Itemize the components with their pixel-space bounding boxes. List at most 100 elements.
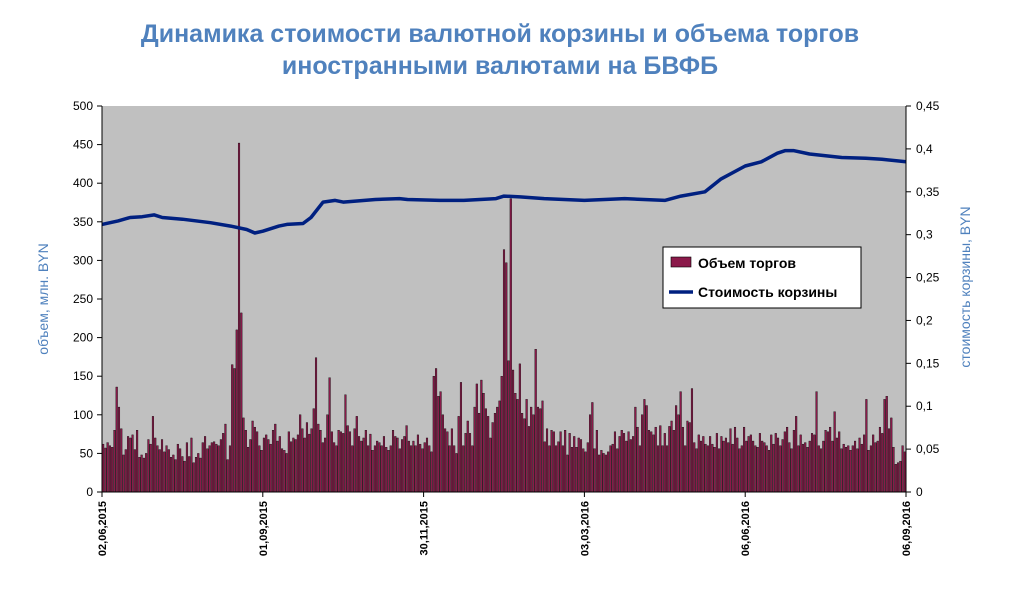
volume-bar [543, 441, 546, 493]
volume-bar [428, 445, 431, 493]
volume-bar [702, 436, 705, 493]
volume-bar [754, 445, 757, 493]
volume-bar [353, 428, 356, 493]
volume-bar [625, 440, 628, 493]
volume-bar [622, 433, 626, 493]
volume-bar [774, 433, 777, 493]
volume-bar [731, 443, 734, 493]
left-tick-label: 300 [73, 253, 93, 267]
volume-bar [317, 423, 320, 493]
volume-bar [403, 436, 406, 493]
volume-bar [407, 440, 410, 493]
volume-bar [681, 426, 684, 493]
volume-bar [512, 369, 515, 493]
volume-bar [541, 400, 544, 493]
volume-bar [321, 442, 324, 493]
volume-bar [688, 422, 691, 493]
volume-bar [468, 433, 472, 493]
volume-bar [493, 413, 496, 493]
volume-bar [330, 431, 333, 493]
right-tick-label: 0,35 [916, 185, 940, 199]
volume-bar [799, 434, 802, 493]
volume-bar [548, 445, 551, 493]
volume-bar [575, 447, 578, 493]
volume-bar [607, 451, 610, 493]
volume-bar [634, 406, 637, 493]
volume-bar [487, 416, 490, 493]
volume-bar [502, 249, 506, 493]
x-tick-label: 30,11,2015 [419, 501, 431, 555]
volume-bar [104, 447, 107, 493]
volume-bar [872, 434, 875, 493]
chart-title-line-1: Динамика стоимости валютной корзины и об… [140, 20, 860, 48]
volume-bar [579, 439, 583, 493]
volume-bar [437, 396, 440, 493]
x-tick-label: 01,09,2015 [258, 501, 270, 556]
volume-bar [367, 445, 370, 493]
volume-bar [514, 393, 517, 493]
volume-bar [564, 430, 567, 493]
volume-bar [632, 436, 635, 493]
volume-bar [500, 376, 503, 493]
volume-bar [430, 451, 433, 493]
left-tick-label: 200 [73, 331, 93, 345]
volume-bar [235, 329, 238, 493]
volume-bar [709, 436, 712, 493]
volume-bar [806, 447, 809, 493]
volume-bar [305, 422, 308, 493]
volume-bar [686, 420, 689, 493]
volume-bar [752, 440, 755, 493]
volume-bar [113, 430, 116, 493]
volume-bar [881, 433, 884, 493]
volume-bar [738, 448, 741, 493]
volume-bar [308, 433, 311, 493]
volume-bar [127, 436, 130, 493]
volume-bar [222, 433, 225, 493]
volume-bar [860, 443, 863, 493]
volume-bar [690, 388, 694, 493]
volume-bar [102, 443, 105, 493]
volume-bar [869, 445, 872, 493]
volume-bar [736, 437, 739, 493]
volume-bar [251, 420, 254, 493]
volume-bar [151, 416, 154, 493]
volume-bar [584, 451, 587, 493]
volume-bar [684, 445, 687, 493]
volume-bar [233, 368, 236, 493]
volume-bar [829, 426, 832, 493]
volume-bar [706, 445, 709, 493]
volume-bar [817, 445, 820, 493]
volume-bar [654, 426, 657, 493]
right-tick-label: 0 [916, 485, 923, 499]
volume-bar [666, 445, 669, 493]
volume-bar [215, 443, 218, 493]
volume-bar [160, 439, 164, 493]
left-tick-label: 350 [73, 215, 93, 229]
right-tick-label: 0,1 [916, 399, 933, 413]
volume-bar [172, 454, 175, 493]
volume-bar [788, 442, 791, 493]
volume-bar [183, 460, 186, 493]
volume-bar [201, 442, 204, 493]
volume-bar [767, 450, 771, 493]
volume-bar [539, 408, 542, 493]
legend-line-label: Стоимость корзины [698, 284, 837, 300]
volume-bar [244, 430, 247, 493]
volume-bar [552, 431, 555, 493]
x-tick-label: 03,03,2016 [579, 501, 591, 556]
volume-bar [720, 436, 723, 493]
left-tick-label: 150 [73, 369, 93, 383]
volume-bar [278, 436, 281, 493]
legend-bar-label: Объем торгов [698, 255, 796, 271]
volume-bar [858, 437, 861, 493]
volume-bar [260, 450, 263, 493]
volume-bar [797, 445, 800, 493]
volume-bar [854, 440, 857, 493]
volume-bar [670, 420, 673, 493]
volume-bar [457, 416, 460, 493]
volume-bar [568, 433, 571, 493]
volume-bar [604, 454, 607, 493]
volume-bar [405, 425, 408, 493]
volume-bar [747, 436, 750, 493]
right-tick-label: 0,05 [916, 442, 940, 456]
